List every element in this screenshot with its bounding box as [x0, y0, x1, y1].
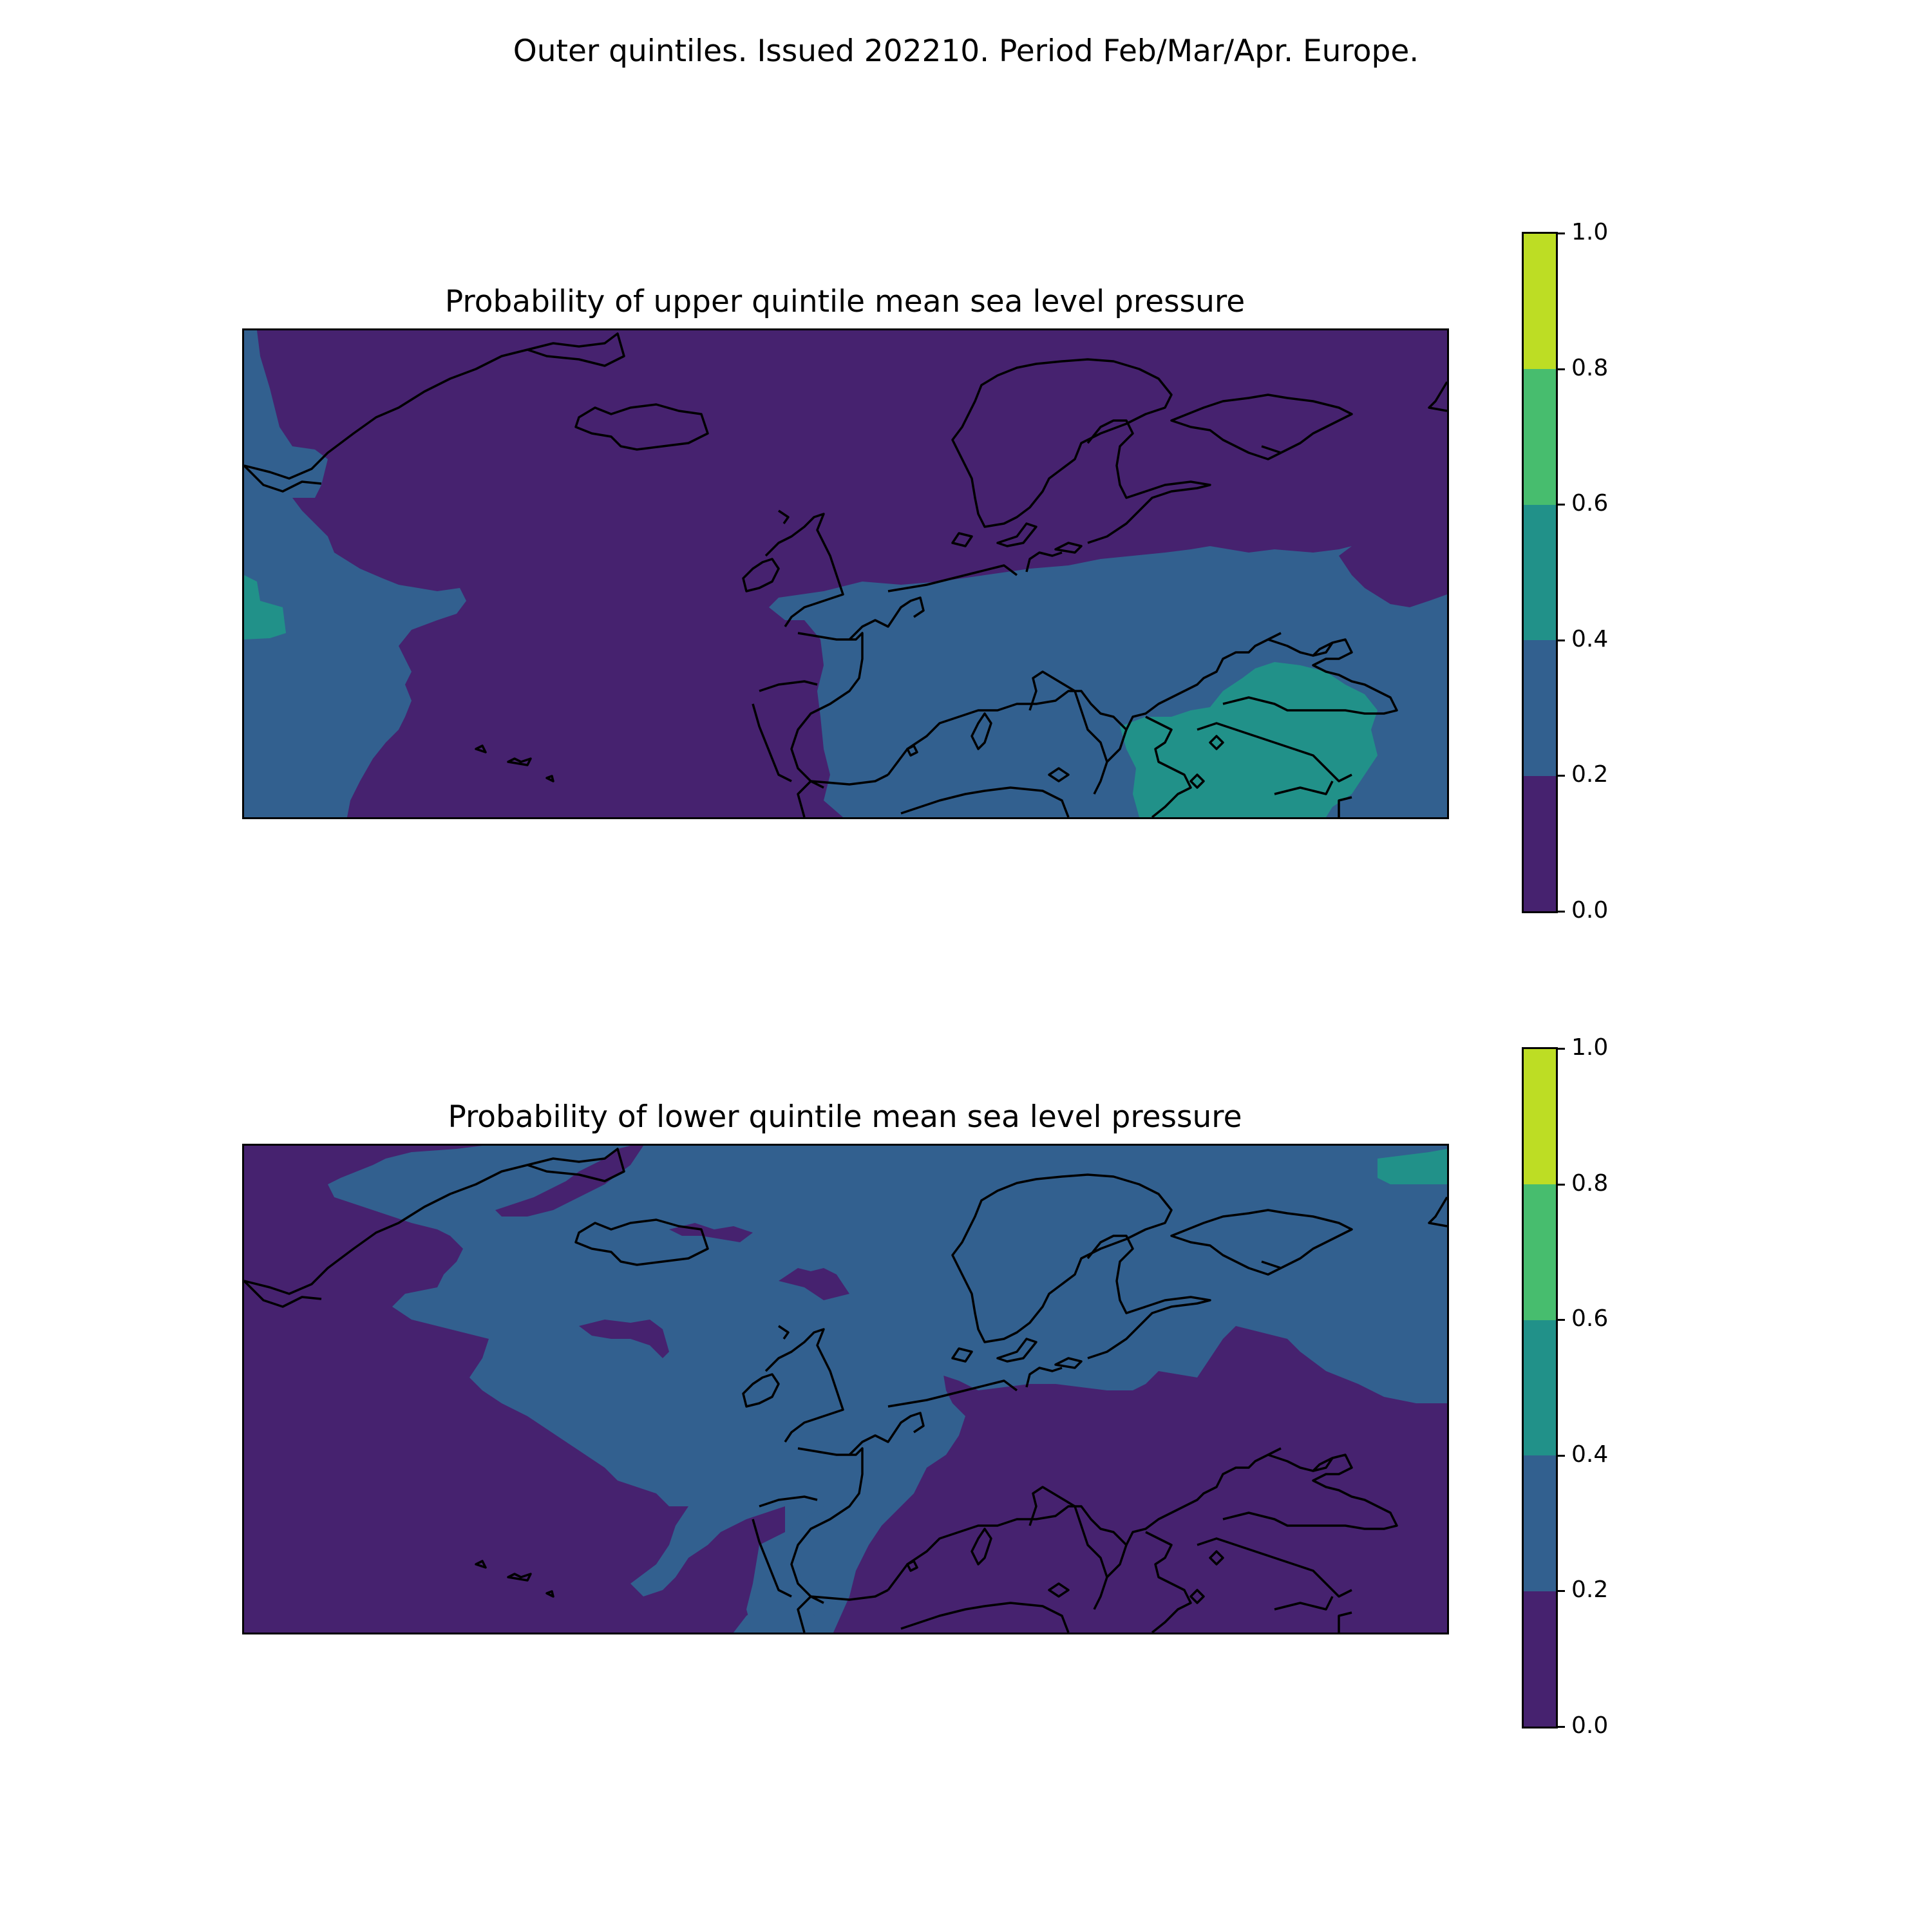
- colorbar-upper-tick-label: 0.8: [1571, 355, 1609, 381]
- band-0.2-0.4-north: [328, 1146, 1447, 1633]
- map-upper-svg: [244, 330, 1447, 817]
- map-lower: [242, 1144, 1449, 1634]
- colorbar-lower-tickmark: [1556, 1455, 1565, 1457]
- colorbar-band-0.8-1.0: [1524, 234, 1556, 370]
- colorbar-lower-tickmark: [1556, 1184, 1565, 1186]
- colorbar-lower-tickmark: [1556, 1726, 1565, 1728]
- panel-title-lower: Probability of lower quintile mean sea l…: [448, 1099, 1242, 1135]
- band-0.0-0.2-patch-d: [495, 1146, 643, 1217]
- map-lower-svg: [244, 1146, 1447, 1633]
- colorbar-upper-tickmark: [1556, 368, 1565, 370]
- colorbar-lower-tick-label: 0.8: [1571, 1170, 1609, 1197]
- colorbar-band-0.4-0.6: [1524, 1320, 1556, 1456]
- colorbar-lower: [1522, 1047, 1558, 1728]
- colorbar-upper-tick-label: 0.4: [1571, 626, 1609, 652]
- colorbar-lower-tick-label: 0.0: [1571, 1712, 1609, 1739]
- band-0.4-0.6-balkans-turkey: [1120, 662, 1378, 817]
- colorbar-upper-tick-label: 0.6: [1571, 490, 1609, 516]
- colorbar-band-0.0-0.2: [1524, 1591, 1556, 1727]
- colorbar-upper-tick-label: 0.2: [1571, 761, 1609, 788]
- colorbar-upper-tickmark: [1556, 639, 1565, 641]
- colorbar-lower-tickmark: [1556, 1319, 1565, 1321]
- colorbar-band-0.2-0.4: [1524, 1455, 1556, 1591]
- band-0.0-0.2-patch-a: [579, 1320, 669, 1358]
- colorbar-lower-tickmark: [1556, 1590, 1565, 1592]
- band-0.2-0.4-iberia: [746, 1506, 837, 1633]
- band-0.0-0.2-patch-b: [779, 1268, 849, 1300]
- colorbar-upper-tick-label: 0.0: [1571, 897, 1609, 923]
- colorbar-upper-tickmark: [1556, 232, 1565, 234]
- colorbar-band-0.8-1.0: [1524, 1049, 1556, 1185]
- colorbar-lower-tick-label: 0.6: [1571, 1305, 1609, 1332]
- coastlines-upper: [244, 332, 1447, 817]
- coastlines-lower: [244, 1148, 1447, 1633]
- colorbar-band-0.0-0.2: [1524, 776, 1556, 911]
- colorbar-band-0.4-0.6: [1524, 505, 1556, 641]
- colorbar-upper: [1522, 232, 1558, 913]
- band-0.4-0.6-northeast: [1378, 1149, 1447, 1184]
- figure-title: Outer quintiles. Issued 202210. Period F…: [513, 33, 1419, 69]
- colorbar-lower-tick-label: 0.2: [1571, 1577, 1609, 1603]
- colorbar-band-0.6-0.8: [1524, 369, 1556, 505]
- colorbar-lower-svg: [1524, 1049, 1556, 1727]
- band-0.4-0.6-west: [244, 575, 286, 639]
- colorbar-band-0.2-0.4: [1524, 640, 1556, 776]
- colorbar-lower-tickmark: [1556, 1048, 1565, 1050]
- colorbar-band-0.6-0.8: [1524, 1184, 1556, 1320]
- map-upper: [242, 328, 1449, 819]
- colorbar-upper-svg: [1524, 234, 1556, 911]
- colorbar-upper-tickmark: [1556, 504, 1565, 506]
- colorbar-lower-tick-label: 0.4: [1571, 1441, 1609, 1468]
- panel-title-upper: Probability of upper quintile mean sea l…: [444, 284, 1245, 319]
- colorbar-upper-tickmark: [1556, 911, 1565, 913]
- colorbar-upper-tickmark: [1556, 775, 1565, 777]
- colorbar-upper-tick-label: 1.0: [1571, 219, 1609, 245]
- colorbar-lower-tick-label: 1.0: [1571, 1034, 1609, 1061]
- band-0.2-0.4-west: [244, 330, 466, 817]
